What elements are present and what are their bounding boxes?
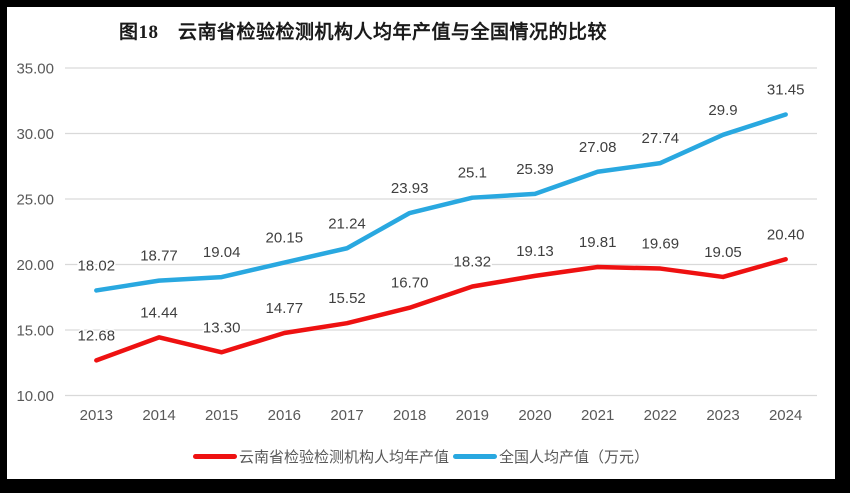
y-axis-tick-label: 35.00: [16, 61, 54, 78]
series-line-yunnan: [94, 257, 788, 363]
data-label-national: 18.02: [78, 257, 116, 274]
x-axis-tick-label: 2020: [518, 407, 551, 424]
legend: 云南省检验检测机构人均年产值 全国人均产值（万元）: [7, 446, 835, 467]
data-label-yunnan: 12.68: [78, 327, 116, 344]
x-axis-tick-label: 2023: [706, 407, 739, 424]
data-label-yunnan: 19.69: [642, 236, 680, 253]
legend-line-swatch-blue: [453, 454, 497, 459]
data-label-yunnan: 13.30: [203, 319, 241, 336]
data-label-yunnan: 19.13: [516, 243, 554, 260]
x-axis-tick-label: 2024: [769, 407, 802, 424]
data-label-national: 23.93: [391, 180, 429, 197]
x-axis-tick-label: 2022: [644, 407, 677, 424]
legend-label-yunnan: 云南省检验检测机构人均年产值: [238, 449, 449, 466]
x-axis-tick-label: 2018: [393, 407, 426, 424]
data-label-yunnan: 18.32: [454, 254, 492, 271]
x-axis-tick-label: 2014: [142, 407, 175, 424]
data-label-national: 20.15: [266, 230, 304, 247]
y-axis-tick-label: 15.00: [16, 323, 54, 340]
data-label-yunnan: 20.40: [767, 226, 805, 243]
data-label-national: 21.24: [328, 215, 366, 232]
line-chart-plot: 10.00 15.00 20.00 25.00 30.00 35.00 2013 2014 20…: [16, 61, 817, 424]
x-axis-tick-label: 2016: [268, 407, 301, 424]
x-axis-tick-label: 2013: [80, 407, 113, 424]
data-label-yunnan: 19.05: [704, 244, 742, 261]
x-axis-tick-label: 2019: [456, 407, 489, 424]
chart-area: 图18 云南省检验检测机构人均年产值与全国情况的比较 10.00 15.00 20.…: [7, 7, 835, 479]
data-label-national: 27.74: [642, 130, 680, 147]
data-label-yunnan: 16.70: [391, 275, 429, 292]
data-label-yunnan: 14.44: [140, 304, 178, 321]
data-label-yunnan: 15.52: [328, 290, 366, 307]
x-axis-tick-label: 2017: [330, 407, 363, 424]
x-axis-tick-label: 2021: [581, 407, 614, 424]
x-axis-tick-label: 2015: [205, 407, 238, 424]
y-axis-tick-label: 20.00: [16, 257, 54, 274]
y-axis-tick-label: 30.00: [16, 126, 54, 143]
data-label-national: 27.08: [579, 139, 617, 156]
data-label-national: 19.04: [203, 244, 241, 261]
legend-label-national: 全国人均产值（万元）: [499, 449, 650, 466]
y-axis-tick-label: 10.00: [16, 388, 54, 405]
data-label-national: 25.1: [458, 165, 487, 182]
data-label-national: 31.45: [767, 82, 805, 99]
series-line-national: [94, 112, 788, 293]
data-label-national: 25.39: [516, 161, 554, 178]
y-axis-tick-label: 25.00: [16, 192, 54, 209]
data-label-national: 29.9: [708, 102, 737, 119]
data-label-national: 18.77: [140, 248, 178, 265]
legend-line-swatch-red: [192, 454, 237, 459]
legend-item-national: 全国人均产值（万元）: [453, 446, 649, 467]
data-label-yunnan: 19.81: [579, 234, 617, 251]
data-label-yunnan: 14.77: [266, 300, 304, 317]
legend-item-yunnan: 云南省检验检测机构人均年产值: [192, 446, 449, 467]
chart-title: 图18 云南省检验检测机构人均年产值与全国情况的比较: [118, 22, 607, 43]
